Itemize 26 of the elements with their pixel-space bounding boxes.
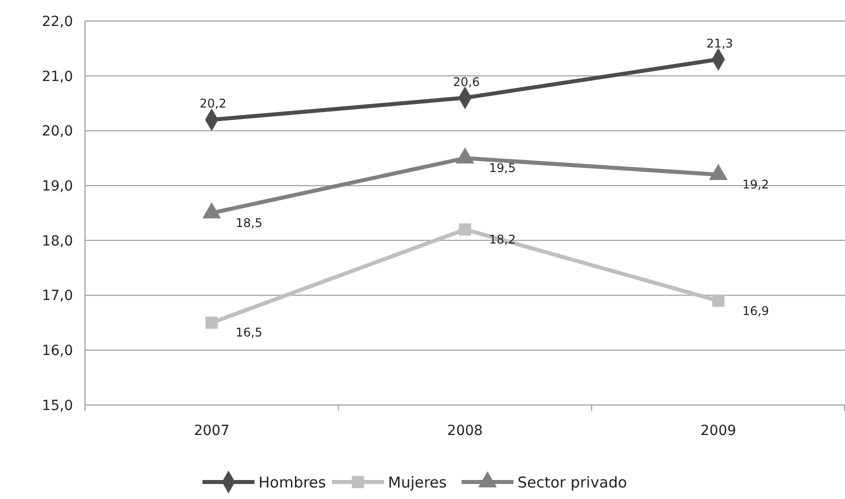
- data-label: 21,3: [706, 36, 734, 50]
- x-tick-label: 2007: [194, 423, 230, 439]
- data-label: 18,5: [236, 216, 262, 230]
- y-tick-label: 15,0: [42, 398, 73, 414]
- legend-label: Hombres: [258, 473, 326, 492]
- legend-label: Sector privado: [518, 473, 628, 492]
- data-label: 20,2: [200, 96, 226, 111]
- y-tick-label: 16,0: [42, 343, 73, 360]
- point: [458, 223, 472, 236]
- point: [206, 316, 218, 329]
- legend-label: Mujeres: [388, 473, 447, 492]
- x-tick-label: 2009: [700, 423, 736, 439]
- point: [712, 294, 724, 307]
- data-label: 18,2: [489, 232, 516, 246]
- y-tick-label: 19,0: [42, 178, 73, 194]
- data-label: 19,2: [742, 178, 770, 192]
- y-tick-label: 17,0: [42, 288, 73, 304]
- data-label: 16,5: [236, 326, 262, 340]
- x-tick-label: 2008: [447, 423, 483, 439]
- y-tick-label: 21,0: [42, 68, 73, 85]
- data-label: 20,6: [453, 74, 480, 89]
- y-tick-label: 20,0: [42, 124, 73, 140]
- y-tick-label: 18,0: [42, 233, 73, 250]
- data-label: 19,5: [489, 161, 516, 176]
- data-label: 16,9: [742, 304, 770, 318]
- y-tick-label: 22,0: [42, 14, 73, 30]
